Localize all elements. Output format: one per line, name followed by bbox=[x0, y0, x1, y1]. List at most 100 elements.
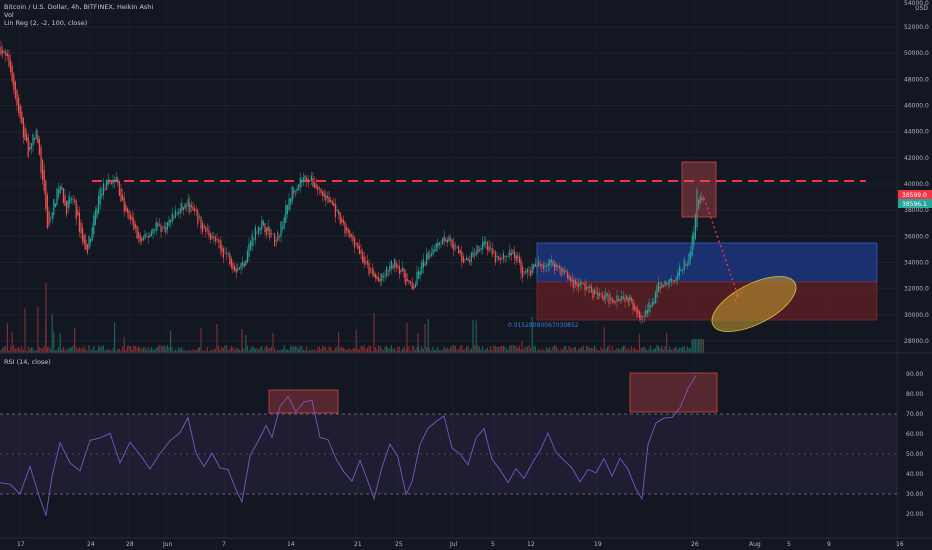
volume-bar bbox=[384, 346, 386, 353]
volume-bar bbox=[234, 349, 236, 353]
candle-body bbox=[323, 193, 325, 198]
volume-bar bbox=[390, 345, 392, 353]
volume-bar bbox=[64, 348, 66, 353]
volume-bar bbox=[288, 350, 290, 353]
candle-body bbox=[277, 232, 279, 241]
rsi-box-july[interactable] bbox=[629, 372, 718, 413]
candle-body bbox=[230, 258, 232, 268]
candle-body bbox=[146, 235, 148, 237]
time-axis[interactable]: 17 24 28 Jun 7 14 21 25 Jul 5 12 19 26 Aug 5 9 16 bbox=[17, 541, 904, 548]
volume-bar bbox=[141, 349, 143, 353]
time-tick-label: 16 bbox=[896, 541, 904, 548]
candle-body bbox=[22, 117, 24, 138]
candle-body bbox=[635, 307, 637, 312]
candle-body bbox=[246, 251, 248, 263]
volume-bar bbox=[502, 345, 504, 353]
volume-bar bbox=[266, 345, 268, 353]
candle-body bbox=[125, 204, 127, 212]
candle-body bbox=[411, 282, 413, 290]
candle-body bbox=[368, 262, 370, 275]
blue-zone[interactable] bbox=[536, 242, 878, 283]
candle-body bbox=[134, 224, 136, 228]
volume-bar bbox=[341, 346, 343, 353]
volume-bar bbox=[62, 347, 64, 353]
candle-body bbox=[40, 146, 42, 173]
volume-bar bbox=[200, 328, 202, 353]
volume-bar bbox=[312, 349, 314, 353]
candle-body bbox=[314, 182, 316, 188]
candle-body bbox=[498, 256, 500, 260]
candle-body bbox=[278, 236, 280, 238]
candle-body bbox=[382, 275, 384, 278]
candle-body bbox=[699, 195, 701, 204]
volume-bar bbox=[440, 349, 442, 353]
spike-highlight-box[interactable] bbox=[681, 161, 717, 218]
volume-bar bbox=[34, 350, 36, 353]
volume-bar bbox=[610, 350, 612, 353]
volume-bar bbox=[350, 350, 352, 353]
volume-bar bbox=[216, 324, 218, 353]
candle-body bbox=[491, 248, 493, 255]
volume-bar bbox=[342, 348, 344, 353]
candle-body bbox=[600, 294, 602, 296]
volume-bar bbox=[616, 348, 618, 353]
rsi-legend[interactable]: RSI (14, close) bbox=[4, 358, 51, 366]
volume-bar bbox=[134, 346, 136, 353]
candle-body bbox=[200, 216, 202, 229]
volume-bar bbox=[301, 346, 303, 353]
linreg-legend[interactable]: Lin Reg (2, -2, 100, close) bbox=[4, 19, 88, 27]
rsi-tick-label: 70.00 bbox=[906, 411, 923, 418]
volume-bar bbox=[683, 346, 685, 353]
target-ellipse[interactable] bbox=[704, 265, 804, 342]
volume-bar bbox=[424, 324, 426, 353]
volume-bar bbox=[333, 350, 335, 353]
volume-bar bbox=[656, 345, 658, 353]
volume-bar bbox=[78, 347, 80, 353]
candle-body bbox=[619, 299, 621, 301]
price-tick-label: 36000.0 bbox=[904, 233, 929, 240]
volume-bar bbox=[256, 347, 258, 353]
red-zone[interactable] bbox=[536, 281, 878, 321]
volume-bar bbox=[446, 347, 448, 353]
candle-body bbox=[104, 189, 106, 191]
volume-bar bbox=[339, 347, 341, 353]
volume-bar bbox=[437, 347, 439, 353]
volume-bar bbox=[243, 348, 245, 353]
volume-bar bbox=[621, 347, 623, 353]
rsi-box-june[interactable] bbox=[268, 389, 339, 414]
volume-bar bbox=[238, 349, 240, 353]
volume-bar bbox=[648, 348, 650, 353]
volume-bar bbox=[366, 347, 368, 353]
volume-legend[interactable]: Vol bbox=[4, 11, 14, 19]
candle-body bbox=[678, 266, 680, 276]
candle-body bbox=[526, 268, 528, 273]
volume-bar bbox=[453, 345, 455, 353]
candle-body bbox=[178, 212, 180, 214]
volume-bar bbox=[456, 349, 458, 353]
projection-arrow[interactable] bbox=[703, 197, 739, 297]
symbol-title[interactable]: Bitcoin / U.S. Dollar, 4h, BITFINEX, Hei… bbox=[4, 3, 154, 11]
price-tick-label: 40000.0 bbox=[904, 181, 929, 188]
candle-body bbox=[189, 202, 191, 213]
volume-bar bbox=[483, 350, 485, 353]
volume-bar bbox=[646, 350, 648, 353]
candle-body bbox=[413, 285, 415, 289]
candle-body bbox=[253, 239, 255, 241]
last-price-badge bbox=[898, 199, 932, 208]
candle-body bbox=[259, 228, 261, 231]
candle-body bbox=[290, 198, 292, 205]
volume-bar bbox=[634, 347, 636, 353]
candle-body bbox=[11, 66, 13, 82]
candle-body bbox=[451, 239, 453, 248]
candle-body bbox=[27, 137, 29, 157]
volume-bar bbox=[306, 346, 308, 353]
volume-bar bbox=[22, 349, 24, 353]
volume-bar bbox=[445, 348, 447, 353]
volume-bar bbox=[102, 345, 104, 353]
candle-body bbox=[683, 259, 685, 271]
rsi-axis[interactable]: 90.00 80.00 70.00 60.00 50.00 40.00 30.00 20.00 bbox=[906, 371, 923, 518]
price-axis[interactable]: 54000.0 52000.0 50000.0 48000.0 46000.0 44000… bbox=[904, 0, 929, 345]
volume-bar bbox=[554, 345, 556, 353]
candle-body bbox=[696, 189, 698, 227]
